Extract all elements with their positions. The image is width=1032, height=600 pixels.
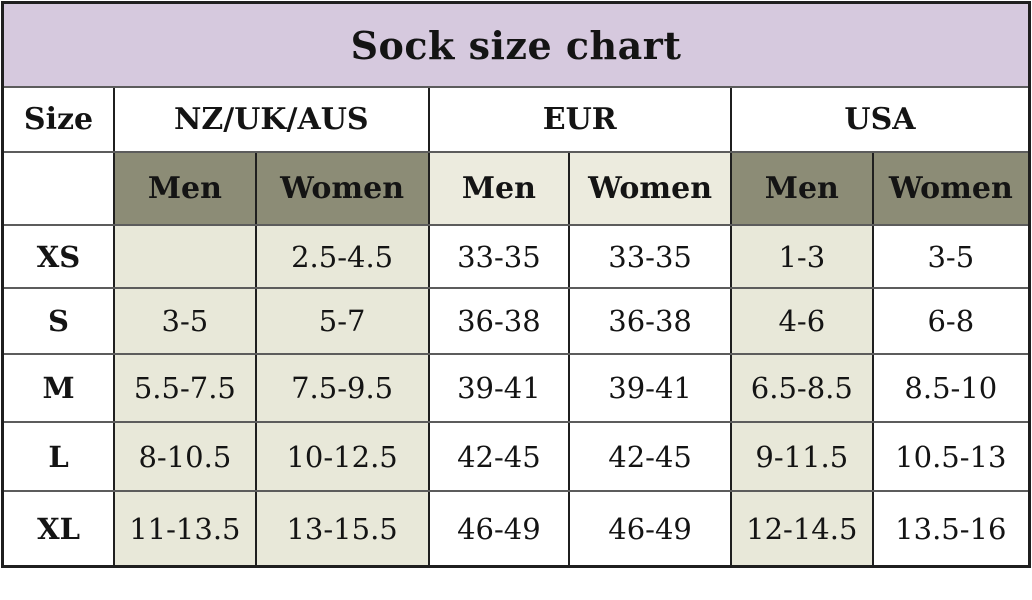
blank-corner-cell xyxy=(1,151,116,226)
table-cell-usa-women: 6-8 xyxy=(871,287,1031,355)
region-header-eur: EUR xyxy=(427,86,732,153)
table-cell-eur-men: 39-41 xyxy=(427,353,571,423)
table-cell-nz-men: 11-13.5 xyxy=(113,490,257,568)
table-cell-usa-women: 3-5 xyxy=(871,224,1031,289)
region-header-usa: USA xyxy=(729,86,1031,153)
table-cell-nz-men xyxy=(113,224,257,289)
column-header-size: Size xyxy=(1,86,116,153)
table-cell-eur-men: 33-35 xyxy=(427,224,571,289)
size-label: M xyxy=(1,353,116,423)
table-cell-usa-men: 12-14.5 xyxy=(729,490,874,568)
table-cell-usa-women: 13.5-16 xyxy=(871,490,1031,568)
subheader-nz-men: Men xyxy=(113,151,257,226)
size-label: S xyxy=(1,287,116,355)
table-cell-nz-women: 10-12.5 xyxy=(254,421,430,492)
table-cell-eur-men: 46-49 xyxy=(427,490,571,568)
table-cell-eur-women: 46-49 xyxy=(568,490,732,568)
subheader-usa-women: Women xyxy=(871,151,1031,226)
table-cell-nz-men: 3-5 xyxy=(113,287,257,355)
gender-header-row: Men Women Men Women Men Women xyxy=(1,151,1031,226)
region-header-nz-uk-aus: NZ/UK/AUS xyxy=(113,86,430,153)
size-label: L xyxy=(1,421,116,492)
subheader-nz-women: Women xyxy=(254,151,430,226)
size-label: XL xyxy=(1,490,116,568)
table-cell-usa-women: 8.5-10 xyxy=(871,353,1031,423)
table-cell-nz-men: 8-10.5 xyxy=(113,421,257,492)
table-cell-usa-men: 6.5-8.5 xyxy=(729,353,874,423)
table-cell-usa-men: 4-6 xyxy=(729,287,874,355)
subheader-eur-women: Women xyxy=(568,151,732,226)
table-cell-nz-men: 5.5-7.5 xyxy=(113,353,257,423)
table-cell-nz-women: 13-15.5 xyxy=(254,490,430,568)
table-cell-nz-women: 5-7 xyxy=(254,287,430,355)
subheader-eur-men: Men xyxy=(427,151,571,226)
table-cell-nz-women: 2.5-4.5 xyxy=(254,224,430,289)
table-cell-eur-men: 42-45 xyxy=(427,421,571,492)
table-cell-nz-women: 7.5-9.5 xyxy=(254,353,430,423)
table-row-xl: XL 11-13.5 13-15.5 46-49 46-49 12-14.5 1… xyxy=(1,490,1031,568)
size-chart-table: Sock size chart Size NZ/UK/AUS EUR USA M… xyxy=(1,1,1031,568)
chart-title: Sock size chart xyxy=(1,1,1031,88)
table-cell-eur-women: 39-41 xyxy=(568,353,732,423)
table-cell-usa-men: 1-3 xyxy=(729,224,874,289)
subheader-usa-men: Men xyxy=(729,151,874,226)
region-header-row: Size NZ/UK/AUS EUR USA xyxy=(1,86,1031,153)
table-row-xs: XS 2.5-4.5 33-35 33-35 1-3 3-5 xyxy=(1,224,1031,289)
table-cell-eur-men: 36-38 xyxy=(427,287,571,355)
table-cell-usa-women: 10.5-13 xyxy=(871,421,1031,492)
table-row-s: S 3-5 5-7 36-38 36-38 4-6 6-8 xyxy=(1,287,1031,355)
title-row: Sock size chart xyxy=(1,1,1031,88)
table-row-m: M 5.5-7.5 7.5-9.5 39-41 39-41 6.5-8.5 8.… xyxy=(1,353,1031,423)
table-cell-eur-women: 36-38 xyxy=(568,287,732,355)
size-label: XS xyxy=(1,224,116,289)
table-cell-usa-men: 9-11.5 xyxy=(729,421,874,492)
table-cell-eur-women: 33-35 xyxy=(568,224,732,289)
table-cell-eur-women: 42-45 xyxy=(568,421,732,492)
table-row-l: L 8-10.5 10-12.5 42-45 42-45 9-11.5 10.5… xyxy=(1,421,1031,492)
